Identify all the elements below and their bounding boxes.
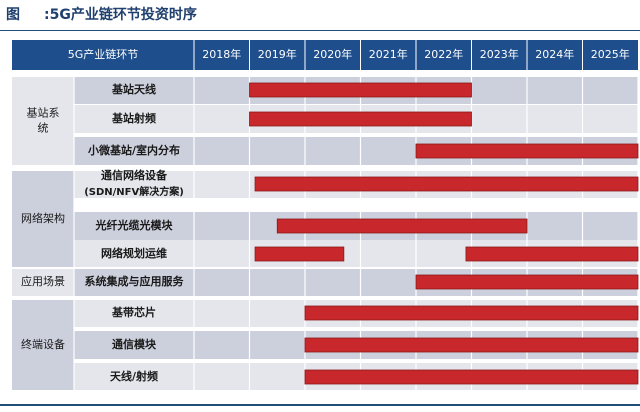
gantt-bar xyxy=(304,337,639,353)
figure-header: 图 :5G产业链环节投资时序 xyxy=(0,0,640,31)
row-label: 通信模块 xyxy=(112,337,157,351)
figure-label: 图 xyxy=(6,7,20,23)
figure-title: :5G产业链环节投资时序 xyxy=(44,7,197,23)
gantt-bar xyxy=(415,143,639,159)
row-label: 系统集成与应用服务 xyxy=(85,274,185,288)
year-tick-label: 2018年 xyxy=(202,47,241,61)
row-label: 网络规划运维 xyxy=(101,246,167,260)
row-label: 小微基站/室内分布 xyxy=(87,143,180,157)
gantt-bar xyxy=(254,246,345,262)
year-tick-label: 2025年 xyxy=(591,47,630,61)
group-label: 终端设备 xyxy=(21,337,65,351)
year-tick-label: 2024年 xyxy=(535,47,574,61)
gantt-bar xyxy=(249,111,472,127)
row-label: 光纤光缆光模块 xyxy=(95,218,174,232)
year-tick-label: 2022年 xyxy=(424,47,463,61)
gantt-bar xyxy=(465,246,639,262)
group-cell xyxy=(12,76,74,165)
row-label: 基站射频 xyxy=(111,111,156,125)
row-label: 通信网络设备 xyxy=(101,168,168,182)
group-label: 应用场景 xyxy=(21,274,65,288)
row-label: (SDN/NFV解决方案) xyxy=(84,185,184,198)
row-label: 基带芯片 xyxy=(111,305,156,319)
gantt-bar xyxy=(304,305,639,321)
row-label: 天线/射频 xyxy=(110,369,158,383)
footer-rule xyxy=(0,404,640,406)
header-label: 5G产业链环节 xyxy=(68,47,139,61)
year-tick-label: 2020年 xyxy=(313,47,352,61)
gantt-bar xyxy=(249,82,472,98)
gantt-bar xyxy=(415,274,639,290)
year-tick-label: 2021年 xyxy=(369,47,408,61)
year-tick-label: 2019年 xyxy=(258,47,297,61)
group-label: 网络架构 xyxy=(21,211,65,225)
group-cell xyxy=(12,170,74,268)
group-label: 统 xyxy=(38,122,49,135)
header-row xyxy=(12,40,638,70)
group-cell xyxy=(12,268,74,296)
year-tick-label: 2023年 xyxy=(480,47,519,61)
gantt-bar xyxy=(254,176,639,192)
gantt-bar xyxy=(304,369,639,385)
group-cell xyxy=(12,299,74,391)
row-label: 基站天线 xyxy=(111,82,156,96)
group-label: 基站系 xyxy=(27,106,60,120)
gantt-bar xyxy=(276,218,528,234)
